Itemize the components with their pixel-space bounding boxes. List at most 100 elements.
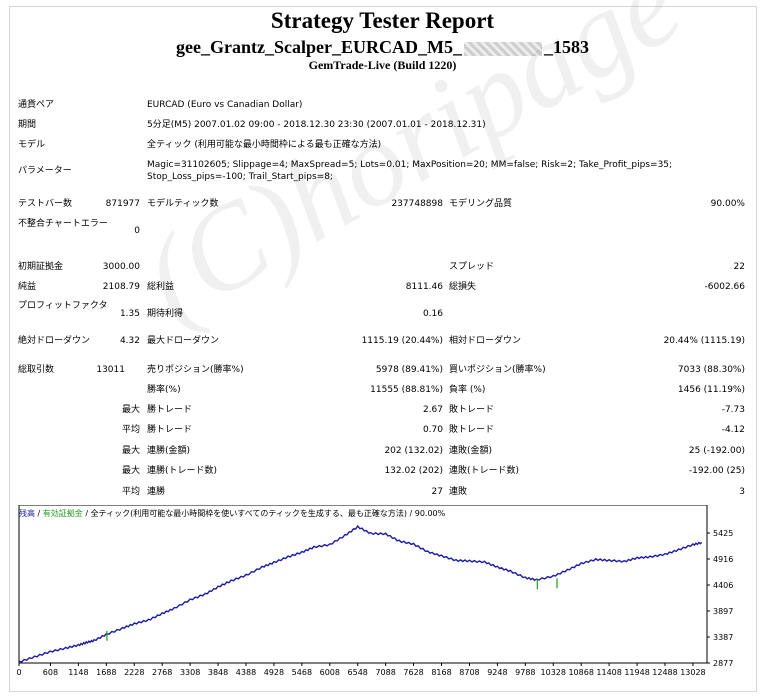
value-profit-factor: 1.35: [119, 309, 140, 319]
y-tick-label: 5425: [713, 529, 733, 538]
x-tick-label: 4928: [264, 668, 284, 677]
masked-account-number: [463, 41, 542, 56]
label-consecutive-wins-count: 連勝(トレード数): [147, 466, 218, 476]
label-absolute-drawdown: 絶対ドローダウン: [18, 336, 91, 346]
balance-series-line: [18, 524, 703, 663]
label-average-consecutive-wins: 連勝: [147, 487, 166, 497]
label-profit-trades: 勝率(%): [147, 385, 181, 395]
param-value-parameters: Magic=31102605; Slippage=4; MaxSpread=5;…: [147, 160, 673, 182]
value-spread: 22: [733, 262, 745, 272]
report-title: Strategy Tester Report: [270, 8, 495, 33]
value-long-positions: 7033 (88.30%): [677, 365, 745, 375]
chart-legend: 残高 / 有効証拠金 / 全ティック(利用可能な最小時間枠を使いすべてのティック…: [19, 509, 446, 518]
value-largest-loss-trade: -7.73: [721, 405, 745, 415]
label-gross-loss: 総損失: [449, 282, 477, 292]
value-consecutive-losses-amount: 25 (-192.00): [688, 446, 745, 456]
label-net-profit: 純益: [18, 282, 37, 292]
x-tick-label: 9248: [487, 668, 507, 677]
label-short-positions: 売りポジション(勝率%): [147, 365, 244, 375]
value-initial-deposit: 3000.00: [102, 262, 140, 272]
label-largest-loss-trade: 敗トレード: [449, 405, 495, 415]
y-tick-label: 4916: [713, 555, 733, 564]
value-gross-loss: -6002.66: [704, 282, 745, 292]
label-model-ticks: モデルティック数: [147, 199, 219, 209]
value-loss-trades: 1456 (11.19%): [677, 385, 745, 395]
param-value-period: 5分足(M5) 2007.01.02 09:00 - 2018.12.30 23…: [147, 120, 486, 130]
param-value-symbol: EURCAD (Euro vs Canadian Dollar): [147, 100, 303, 110]
x-tick-label: 12488: [652, 668, 677, 677]
label-gross-profit: 総利益: [147, 282, 175, 292]
label-largest-1: 最大: [121, 405, 140, 415]
chart-plot-area: [18, 505, 708, 664]
value-expected-payoff: 0.16: [422, 309, 443, 319]
x-tick-label: 11408: [596, 668, 621, 677]
x-tick-label: 10868: [568, 668, 593, 677]
param-label-period: 期間: [18, 120, 37, 130]
label-largest-profit-trade: 勝トレード: [147, 405, 193, 415]
label-average-2: 平均: [121, 487, 140, 497]
x-tick-label: 3308: [180, 668, 200, 677]
y-tick-label: 3387: [713, 633, 733, 642]
server-build: GemTrade-Live (Build 1220): [308, 58, 457, 72]
value-net-profit: 2108.79: [102, 282, 140, 292]
x-tick-label: 13028: [680, 668, 705, 677]
label-loss-trades: 負率 (%): [449, 385, 486, 395]
x-tick-label: 8708: [459, 668, 479, 677]
value-short-positions: 5978 (89.41%): [375, 365, 443, 375]
x-tick-label: 10328: [541, 668, 566, 677]
label-long-positions: 買いポジション(勝率%): [449, 365, 546, 375]
label-profit-factor: プロフィットファクタ: [18, 301, 108, 311]
x-tick-label: 2768: [152, 668, 172, 677]
x-tick-label: 8168: [431, 668, 451, 677]
label-consecutive-wins-amount: 連勝(金額): [147, 446, 191, 456]
subtitle-expert-name: gee_Grantz_Scalper_EURCAD_M5_: [176, 37, 462, 57]
x-tick-label: 5468: [292, 668, 312, 677]
y-tick-label: 2877: [713, 659, 733, 668]
x-tick-label: 2228: [124, 668, 144, 677]
y-tick-label: 4406: [713, 581, 733, 590]
value-relative-drawdown: 20.44% (1115.19): [663, 336, 745, 346]
label-spread: スプレッド: [449, 262, 495, 272]
x-tick-label: 1148: [68, 668, 88, 677]
legend-equity: 有効証拠金: [42, 509, 83, 518]
x-tick-label: 1688: [96, 668, 116, 677]
label-relative-drawdown: 相対ドローダウン: [449, 336, 522, 346]
label-average-loss-trade: 敗トレード: [449, 425, 495, 435]
value-average-consecutive-losses: 3: [739, 487, 745, 497]
x-tick-label: 7088: [375, 668, 395, 677]
x-tick-label: 608: [43, 668, 58, 677]
value-average-loss-trade: -4.12: [721, 425, 745, 435]
subtitle-suffix: _1583: [543, 37, 589, 57]
value-consecutive-wins-amount: 202 (132.02): [384, 446, 443, 456]
label-largest-2: 最大: [121, 446, 140, 456]
x-tick-label: 6008: [320, 668, 340, 677]
legend-balance: 残高: [19, 509, 35, 518]
x-tick-label: 7628: [403, 668, 423, 677]
value-total-trades: 13011: [96, 365, 125, 375]
x-tick-label: 3848: [208, 668, 228, 677]
label-average-consecutive-losses: 連敗: [449, 487, 468, 497]
report-frame: [9, 6, 757, 692]
balance-chart: 0 608 1148 1688 2228 2768 3308 3848 4388 4928 5468…: [17, 505, 733, 677]
value-largest-profit-trade: 2.67: [422, 405, 443, 415]
legend-model-info: 全ティック(利用可能な最小時間枠を使いすべてのティックを生成する、最も正確な方法…: [90, 509, 446, 518]
param-label-parameters: パラメーター: [18, 166, 72, 176]
label-largest-3: 最大: [121, 466, 140, 476]
x-tick-label: 11948: [624, 668, 649, 677]
value-model-ticks: 237748898: [391, 199, 443, 209]
value-mismatch-errors: 0: [134, 226, 140, 236]
value-profit-trades: 11555 (88.81%): [370, 385, 443, 395]
x-tick-label: 4388: [236, 668, 256, 677]
param-label-symbol: 通貨ペア: [18, 100, 55, 110]
label-average-1: 平均: [121, 425, 140, 435]
report-subtitle: gee_Grantz_Scalper_EURCAD_M5_ _1583: [0, 37, 765, 58]
value-average-profit-trade: 0.70: [422, 425, 443, 435]
param-value-model: 全ティック (利用可能な最小時間枠による最も正確な方法): [147, 140, 382, 150]
label-consecutive-losses-amount: 連敗(金額): [449, 446, 493, 456]
label-expected-payoff: 期待利得: [147, 309, 184, 319]
value-consecutive-wins-count: 132.02 (202): [384, 466, 443, 476]
value-absolute-drawdown: 4.32: [119, 336, 140, 346]
x-tick-label: 6548: [348, 668, 368, 677]
param-label-model: モデル: [18, 140, 46, 150]
label-initial-deposit: 初期証拠金: [18, 262, 64, 272]
